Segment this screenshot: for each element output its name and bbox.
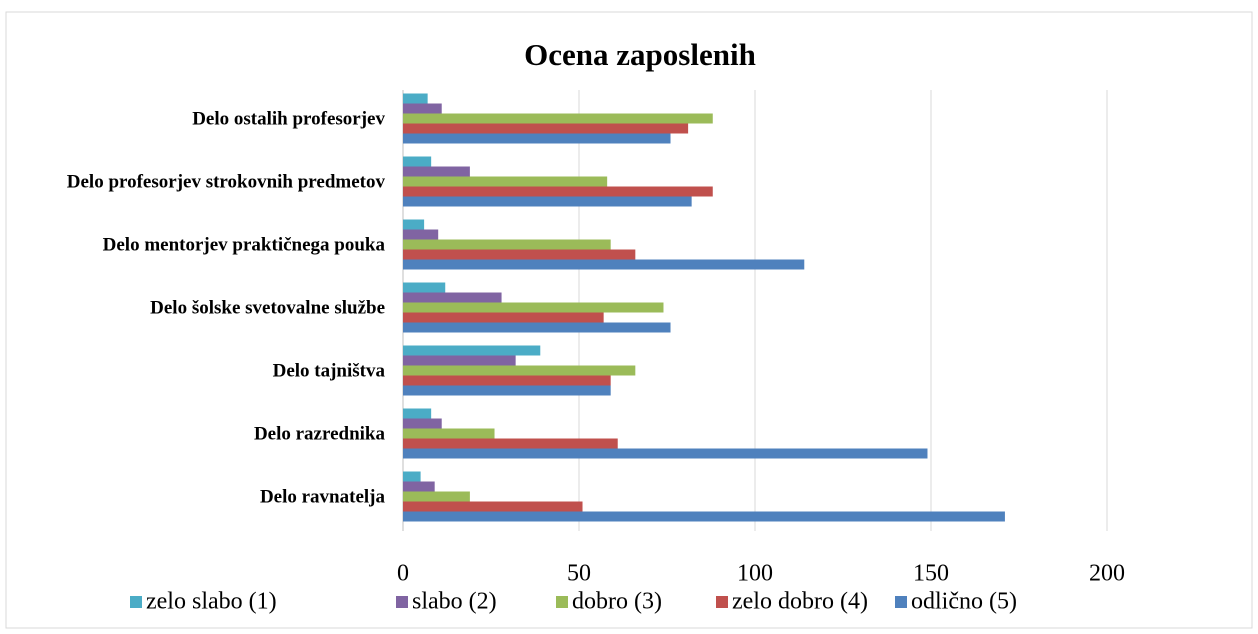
- bar: [403, 196, 692, 207]
- bar: [403, 471, 421, 482]
- bar: [403, 282, 446, 293]
- bar: [403, 123, 689, 134]
- bar: [403, 491, 470, 502]
- bar: [403, 428, 495, 439]
- bar: [403, 511, 1005, 522]
- legend-swatch: [396, 596, 408, 608]
- bar: [403, 418, 442, 429]
- bar: [403, 239, 611, 250]
- bar: [403, 259, 805, 270]
- legend-swatch: [895, 596, 907, 608]
- bar: [403, 186, 713, 197]
- bar: [403, 229, 439, 240]
- legend-swatch: [130, 596, 142, 608]
- bar: [403, 249, 636, 260]
- legend-label: slabo (2): [412, 589, 497, 615]
- bar: [403, 448, 928, 459]
- bar: [403, 302, 664, 313]
- legend-label: zelo slabo (1): [146, 589, 277, 615]
- bar: [403, 375, 611, 386]
- y-tick-label: Delo ravnatelja: [259, 486, 385, 507]
- y-tick-label: Delo tajništva: [272, 360, 385, 381]
- y-tick-label: Delo razrednika: [253, 423, 385, 444]
- bar: [403, 481, 435, 492]
- x-tick-label: 100: [737, 561, 773, 587]
- bar: [403, 93, 428, 104]
- bar: [403, 365, 636, 376]
- legend-swatch: [556, 596, 568, 608]
- y-tick-label: Delo šolske svetovalne službe: [150, 297, 385, 318]
- bar: [403, 176, 608, 187]
- chart-title: Ocena zaposlenih: [524, 37, 756, 72]
- legend-label: dobro (3): [572, 589, 662, 615]
- x-tick-label: 200: [1089, 561, 1125, 587]
- bar: [403, 133, 671, 144]
- bar: [403, 312, 604, 323]
- bar: [403, 385, 611, 396]
- x-tick-label: 150: [913, 561, 949, 587]
- bar: [403, 322, 671, 333]
- x-tick-label: 50: [567, 561, 591, 587]
- bar: [403, 166, 470, 177]
- bar: [403, 103, 442, 114]
- legend-label: zelo dobro (4): [732, 589, 868, 615]
- bar: [403, 408, 432, 419]
- bar: [403, 113, 713, 124]
- y-tick-label: Delo profesorjev strokovnih predmetov: [66, 171, 385, 192]
- bar: [403, 501, 583, 512]
- bar: [403, 345, 541, 356]
- y-tick-label: Delo mentorjev praktičnega pouka: [102, 234, 385, 255]
- bar: [403, 156, 432, 167]
- bar: [403, 355, 516, 366]
- legend-swatch: [716, 596, 728, 608]
- bar: [403, 438, 618, 449]
- y-tick-label: Delo ostalih profesorjev: [192, 108, 385, 129]
- x-tick-label: 0: [397, 561, 409, 587]
- legend-label: odlično (5): [911, 589, 1017, 615]
- bar: [403, 219, 425, 230]
- bar: [403, 292, 502, 303]
